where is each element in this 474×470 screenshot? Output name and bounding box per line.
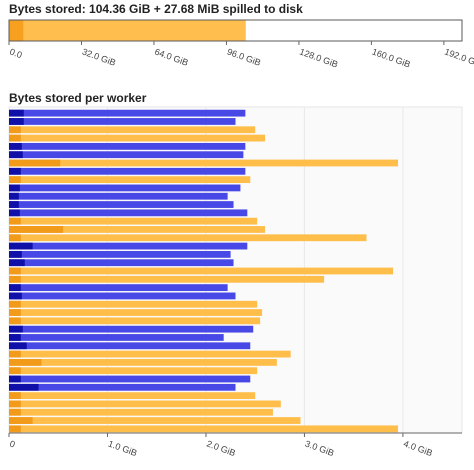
worker-bar-managed (9, 267, 21, 275)
worker-bar-unmanaged (9, 201, 234, 208)
x-tick-label: 0 (8, 438, 16, 449)
worker-bar-unmanaged (9, 126, 256, 134)
worker-bar-unmanaged (9, 342, 251, 350)
worker-bar-unmanaged (9, 217, 258, 225)
worker-bar-managed (9, 408, 21, 416)
worker-bar-managed (9, 217, 21, 225)
worker-bar-managed (9, 325, 23, 333)
worker-bar-managed (9, 400, 21, 408)
worker-bar-unmanaged (9, 275, 325, 283)
worker-bar-managed (9, 151, 23, 159)
worker-bar-managed (9, 334, 21, 341)
x-tick-label: 0.0 (8, 46, 23, 60)
worker-bar-unmanaged (9, 134, 266, 142)
worker-bar-unmanaged (9, 317, 261, 325)
total-bytes-title: Bytes stored: 104.36 GiB + 27.68 MiB spi… (9, 2, 303, 16)
worker-bar-unmanaged (9, 367, 258, 375)
worker-bar-managed (9, 234, 21, 242)
worker-bar-managed (9, 184, 20, 192)
worker-bar-unmanaged (9, 167, 246, 175)
worker-bar-unmanaged (9, 118, 236, 125)
worker-bar-managed (9, 292, 22, 300)
total-bar-segment (9, 20, 24, 41)
worker-bar-unmanaged (9, 159, 398, 167)
worker-bar-unmanaged (9, 425, 398, 433)
worker-bar-unmanaged (9, 400, 281, 408)
worker-bar-unmanaged (9, 408, 273, 416)
worker-bar-unmanaged (9, 250, 231, 258)
worker-bar-unmanaged (9, 151, 244, 159)
worker-bar-managed (9, 342, 27, 350)
worker-bar-managed (9, 250, 22, 258)
worker-bar-unmanaged (9, 334, 224, 341)
worker-bar-managed (9, 284, 21, 292)
worker-bar-managed (9, 109, 24, 117)
worker-bar-managed (9, 275, 21, 283)
worker-bar-unmanaged (9, 417, 301, 424)
worker-bar-unmanaged (9, 259, 234, 267)
worker-bar-unmanaged (9, 375, 251, 383)
worker-bar-managed (9, 417, 33, 424)
worker-bar-managed (9, 425, 21, 433)
worker-bar-managed (9, 192, 19, 200)
x-tick-label: 3.0 GiB (304, 438, 336, 458)
per-worker-title: Bytes stored per worker (9, 91, 147, 105)
worker-bar-managed (9, 259, 25, 267)
worker-bar-unmanaged (9, 176, 251, 184)
total-bar-segment (23, 20, 246, 41)
x-tick-label: 4.0 GiB (402, 438, 434, 458)
total-bytes-chart: 0.0 32.0 GiB 64.0 GiB 96.0 GiB 128.0 GiB 160.… (8, 19, 474, 70)
worker-bar-managed (9, 242, 33, 250)
worker-bar-managed (9, 317, 21, 325)
worker-bar-managed (9, 126, 21, 134)
worker-bar-managed (9, 383, 39, 391)
worker-bar-unmanaged (9, 309, 263, 316)
worker-bar-unmanaged (9, 350, 291, 358)
worker-bar-managed (9, 134, 21, 142)
worker-bar-managed (9, 209, 20, 217)
worker-bar-managed (9, 358, 42, 366)
worker-bar-managed (9, 142, 22, 150)
worker-bar-managed (9, 375, 21, 383)
worker-bar-managed (9, 300, 21, 308)
worker-bar-unmanaged (9, 209, 248, 217)
worker-bar-managed (9, 159, 61, 167)
x-tick-label: 1.0 GiB (107, 438, 139, 458)
plot-border (8, 19, 463, 42)
worker-bar-unmanaged (9, 358, 277, 366)
worker-bar-unmanaged (9, 284, 228, 292)
per-worker-chart: 0 1.0 GiB 2.0 GiB 3.0 GiB 4.0 GiB (8, 106, 463, 458)
worker-bar-unmanaged (9, 267, 394, 275)
x-tick-label: 64.0 GiB (153, 46, 189, 67)
total-bar-segment (245, 20, 246, 41)
x-tick-label: 96.0 GiB (226, 46, 262, 67)
worker-bar-managed (9, 118, 24, 125)
worker-bar-managed (9, 350, 21, 358)
x-tick-label: 128.0 GiB (298, 46, 339, 69)
worker-bar-unmanaged (9, 392, 256, 400)
worker-bar-unmanaged (9, 192, 228, 200)
worker-bar-managed (9, 392, 21, 400)
x-tick-label: 160.0 GiB (371, 46, 412, 69)
worker-bar-unmanaged (9, 109, 246, 117)
worker-bar-unmanaged (9, 242, 248, 250)
worker-bar-managed (9, 226, 64, 233)
worker-bar-unmanaged (9, 292, 236, 300)
worker-bar-unmanaged (9, 325, 254, 333)
worker-bar-unmanaged (9, 226, 266, 233)
worker-bar-unmanaged (9, 300, 258, 308)
worker-bar-managed (9, 167, 21, 175)
worker-bar-unmanaged (9, 184, 241, 192)
worker-bar-unmanaged (9, 234, 367, 242)
worker-bar-managed (9, 201, 19, 208)
worker-bar-managed (9, 309, 21, 316)
worker-bar-managed (9, 176, 21, 184)
worker-bar-unmanaged (9, 142, 246, 150)
x-tick-label: 192.0 GiB (443, 46, 474, 69)
x-tick-label: 2.0 GiB (205, 438, 237, 458)
worker-bar-unmanaged (9, 383, 236, 391)
x-tick-label: 32.0 GiB (81, 46, 117, 67)
worker-bar-managed (9, 367, 21, 375)
